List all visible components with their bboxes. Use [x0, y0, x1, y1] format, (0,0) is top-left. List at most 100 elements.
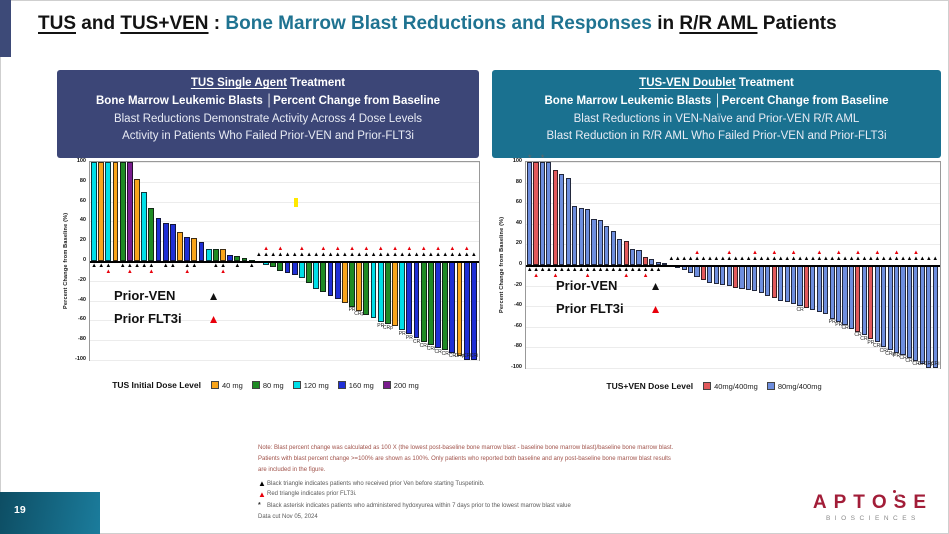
legend-swatch [766, 382, 775, 390]
prior-ven-marker: ▲ [700, 256, 707, 262]
prior-ven-marker: ▲ [470, 252, 477, 258]
bar [636, 249, 642, 265]
footnotes: Note: Blast percent change was calculate… [258, 443, 678, 522]
red-triangle-icon: ▲ [649, 301, 662, 316]
y-tick-label: -20 [514, 281, 522, 288]
prior-ven-marker: ▲ [906, 256, 913, 262]
bar [823, 265, 829, 315]
gridline [90, 241, 479, 243]
gridline [526, 223, 940, 225]
prior-flt3i-marker: ▲ [435, 246, 442, 252]
prior-ven-marker: ▲ [912, 256, 919, 262]
gridline [526, 162, 940, 163]
bar [463, 261, 470, 360]
y-tick-label: 0 [518, 261, 522, 267]
data-cut-date: Data cut Nov 05, 2024 [258, 513, 318, 520]
prior-ven-marker: ▲ [925, 256, 932, 262]
prior-ven-marker: ▲ [126, 263, 133, 269]
prior-ven-marker: ▲ [764, 256, 771, 262]
prior-ven-marker: ▲ [829, 256, 836, 262]
bar [320, 261, 327, 292]
prior-flt3i-marker: ▲ [816, 250, 823, 256]
prior-ven-marker: ▲ [263, 252, 270, 258]
prior-ven-marker: ▲ [655, 267, 662, 273]
y-tick-label: -60 [514, 322, 522, 329]
y-tick-label: 40 [79, 217, 86, 224]
prior-flt3i-marker: ▲ [320, 246, 327, 252]
bar [533, 162, 539, 265]
prior-ven-marker: ▲ [546, 267, 553, 273]
prior-flt3i-marker: ▲ [126, 269, 133, 275]
prior-ven-marker: ▲ [270, 252, 277, 258]
prior-ven-marker: ▲ [449, 252, 456, 258]
bar [162, 223, 169, 261]
prior-flt3i-marker: ▲ [790, 250, 797, 256]
gridline [90, 300, 479, 302]
bar [241, 258, 248, 261]
prior-flt3i-marker: ▲ [148, 269, 155, 275]
legend-swatch [211, 381, 219, 389]
prior-ven-marker: ▲ [356, 252, 363, 258]
asterisk-icon: * [258, 501, 261, 509]
bar [623, 241, 629, 265]
zero-axis-line [90, 261, 479, 263]
bar [169, 224, 176, 261]
bar [559, 174, 565, 265]
response-label: CR [912, 361, 920, 367]
gridline [90, 360, 479, 361]
prior-ven-label: Prior-VEN [556, 278, 618, 293]
bar [105, 162, 112, 261]
prior-flt3i-marker: ▲ [105, 269, 112, 275]
right-y-axis-ticks: 100 80 60 40 20 0 -20 -40 -60 -80 -100 [508, 158, 525, 370]
bar [313, 261, 320, 289]
y-tick-label: -60 [78, 316, 86, 323]
prior-ven-marker: ▲ [674, 256, 681, 262]
bar [932, 265, 938, 368]
prior-flt3i-marker: ▲ [642, 273, 649, 279]
bar [700, 265, 706, 281]
response-label: PR [398, 330, 406, 337]
legend-item: 40mg/400mg [703, 382, 758, 391]
y-tick-label: -80 [78, 336, 86, 343]
gridline [90, 201, 479, 203]
prior-ven-marker: ▲ [349, 252, 356, 258]
bar [141, 191, 148, 261]
legend-swatch [703, 382, 712, 390]
page-number-box: 19 [0, 492, 100, 534]
bar [739, 265, 745, 289]
bar [427, 261, 434, 346]
prior-ven-marker: ▲ [134, 263, 141, 269]
prior-ven-marker: ▲ [681, 256, 688, 262]
bar [604, 225, 610, 265]
prior-ven-marker: ▲ [732, 256, 739, 262]
y-tick-label: 40 [515, 219, 522, 226]
prior-ven-marker: ▲ [642, 267, 649, 273]
prior-flt3i-marker: ▲ [392, 246, 399, 252]
prior-ven-marker: ▲ [169, 263, 176, 269]
bar [377, 261, 384, 323]
prior-flt3i-marker: ▲ [277, 246, 284, 252]
bar [442, 261, 449, 351]
bar [881, 265, 887, 348]
title-accent-bar [0, 0, 11, 57]
prior-ven-marker: ▲ [341, 252, 348, 258]
bar [752, 265, 758, 291]
zero-axis-line [526, 265, 940, 267]
asterisk-note: Black asterisk indicates patients who ad… [267, 502, 571, 509]
bar [349, 261, 355, 307]
bar [797, 265, 803, 307]
bar [406, 261, 413, 335]
response-label: CR [463, 353, 471, 359]
prior-flt3i-marker: ▲ [363, 246, 370, 252]
left-y-axis-label: Percent Change from Baseline (%) [63, 212, 69, 310]
prior-flt3i-marker: ▲ [184, 269, 191, 275]
prior-ven-marker: ▲ [162, 263, 169, 269]
prior-flt3i-marker: ▲ [533, 273, 540, 279]
prior-ven-marker: ▲ [334, 252, 341, 258]
bar [694, 265, 700, 278]
prior-flt3i-marker: ▲ [463, 246, 470, 252]
bar [565, 178, 571, 265]
prior-ven-marker: ▲ [777, 256, 784, 262]
bar [630, 248, 636, 265]
bar [539, 162, 545, 265]
